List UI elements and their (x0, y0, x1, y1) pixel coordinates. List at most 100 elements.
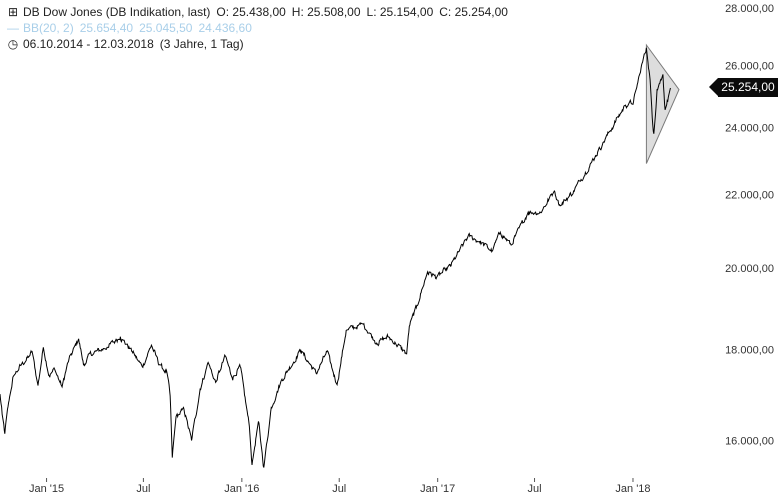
data-point (363, 324, 364, 325)
data-point (151, 345, 152, 346)
data-point (615, 120, 616, 121)
data-point (560, 205, 561, 206)
data-point (406, 353, 407, 354)
period-label: (3 Jahre, 1 Tag) (159, 37, 244, 51)
x-tick-label: Jul (332, 483, 346, 495)
data-point (416, 307, 417, 308)
price-series-line (0, 47, 671, 468)
data-point (479, 241, 480, 242)
data-point (427, 271, 428, 272)
data-point (120, 336, 121, 337)
data-point (603, 141, 604, 142)
last-price-pointer (709, 78, 718, 97)
indicator-upper: 25.654,40 (79, 21, 134, 35)
data-point (67, 362, 68, 363)
data-point (500, 232, 501, 233)
data-point (37, 385, 38, 386)
data-point (528, 212, 529, 213)
data-point (650, 79, 651, 80)
data-point (208, 362, 209, 363)
data-point (591, 161, 592, 162)
open-value: O: 25.438,00 (216, 5, 286, 19)
last-price-badge: 25.254,00 (718, 78, 778, 98)
data-point (49, 375, 50, 376)
data-point (540, 212, 541, 213)
date-range-row: ◷ 06.10.2014 - 12.03.2018 (3 Jahre, 1 Tag) (6, 37, 244, 51)
data-point (232, 377, 233, 378)
data-point (656, 89, 657, 90)
indicator-legend: — BB(20, 2) 25.654,40 25.045,50 24.436,60 (6, 21, 252, 35)
x-tick-label: Jul (136, 483, 150, 495)
candlestick-icon[interactable]: ⊞ (7, 5, 19, 19)
indicator-line-icon[interactable]: — (7, 21, 19, 35)
data-point (316, 373, 317, 374)
data-point (271, 407, 272, 408)
data-point (78, 338, 79, 339)
y-tick-label: 26.000,00 (725, 60, 774, 72)
data-point (640, 68, 641, 69)
data-point (409, 326, 410, 327)
data-point (166, 372, 167, 373)
x-tick-label: Jan '18 (615, 483, 650, 495)
data-point (183, 409, 184, 410)
date-range: 06.10.2014 - 12.03.2018 (23, 37, 154, 51)
indicator-middle: 25.045,50 (139, 21, 193, 35)
data-point (8, 402, 9, 403)
data-point (300, 350, 301, 351)
data-point (646, 47, 647, 48)
data-point (625, 104, 626, 105)
triangle-pattern-annotation (645, 43, 680, 164)
data-point (172, 457, 173, 458)
data-point (90, 353, 91, 354)
y-tick-label: 18.000,00 (725, 345, 774, 357)
ohlc-header: ⊞ DB Dow Jones (DB Indikation, last) O: 25… (6, 5, 508, 19)
data-point (670, 87, 671, 88)
data-point (2, 414, 3, 415)
data-point (468, 235, 469, 236)
data-point (652, 117, 653, 118)
data-point (395, 342, 396, 343)
indicator-name: BB(20, 2) (23, 21, 74, 35)
high-value: H: 25.508,00 (291, 5, 361, 19)
data-point (20, 365, 21, 366)
data-point (249, 426, 250, 427)
data-point (450, 266, 451, 267)
data-point (633, 101, 634, 102)
data-point (668, 97, 669, 98)
data-point (54, 368, 55, 369)
data-point (225, 355, 226, 356)
data-point (510, 244, 511, 245)
data-point (387, 336, 388, 337)
data-point (170, 395, 171, 396)
data-point (132, 351, 133, 352)
data-point (43, 347, 44, 348)
data-point (28, 357, 29, 358)
data-point (13, 376, 14, 377)
data-point (106, 347, 107, 348)
data-point (326, 351, 327, 352)
y-tick-label: 16.000,00 (725, 435, 774, 447)
data-point (4, 433, 5, 434)
indicator-lower: 24.436,60 (198, 21, 252, 35)
data-point (436, 277, 437, 278)
x-tick-label: Jul (527, 483, 541, 495)
data-point (251, 464, 252, 465)
data-point (492, 250, 493, 251)
y-tick-label: 20.000,00 (725, 263, 774, 275)
data-point (83, 364, 84, 365)
data-point (662, 74, 663, 75)
close-value: C: 25.254,00 (439, 5, 508, 19)
data-point (263, 467, 264, 468)
data-point (31, 351, 32, 352)
y-tick-label: 28.000,00 (725, 3, 774, 15)
data-point (346, 330, 347, 331)
instrument-title: DB Dow Jones (DB Indikation, last) (23, 5, 211, 19)
data-point (336, 384, 337, 385)
y-tick-label: 22.000,00 (725, 190, 774, 202)
data-point (200, 389, 201, 390)
data-point (258, 421, 259, 422)
data-point (61, 386, 62, 387)
clock-icon[interactable]: ◷ (7, 37, 19, 51)
